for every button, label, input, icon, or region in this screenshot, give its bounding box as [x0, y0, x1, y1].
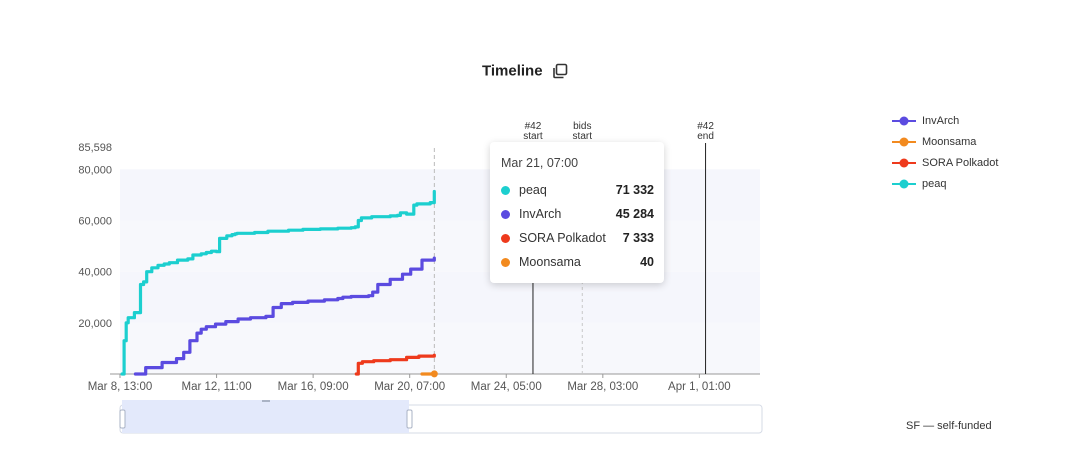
legend-label: peaq	[922, 177, 947, 190]
x-tick-label: Mar 16, 09:00	[278, 381, 349, 393]
legend-label: Moonsama	[922, 135, 977, 148]
x-tick-label: Apr 1, 01:00	[668, 381, 731, 393]
chart-title: Timeline	[481, 62, 543, 80]
legend-item-moonsama[interactable]: Moonsama	[892, 131, 998, 152]
legend-item-peaq[interactable]: peaq	[892, 173, 998, 194]
copy-icon[interactable]	[552, 63, 568, 79]
tooltip-value-moonsama: 40	[640, 255, 654, 269]
tooltip-value-invarch: 45 284	[615, 207, 654, 221]
zoom-slider-grip[interactable]	[262, 400, 270, 402]
tooltip: Mar 21, 07:00 peaq 71 332 InvArch 45 284…	[490, 142, 664, 283]
series-line-peaq	[120, 189, 436, 376]
event-marker-label: start	[523, 131, 543, 142]
legend-label: SORA Polkadot	[922, 156, 999, 169]
tooltip-row-sora: SORA Polkadot 7 333	[501, 230, 654, 246]
tooltip-date: Mar 21, 07:00	[501, 156, 579, 170]
line-marker-icon	[892, 179, 916, 188]
line-marker-icon	[892, 116, 916, 125]
grid-band-light	[120, 220, 760, 272]
y-max-label: 85,598	[78, 142, 112, 154]
footnote: SF — self-funded	[906, 420, 992, 432]
y-tick-label: 20,000	[78, 318, 112, 330]
event-marker-label: #42	[697, 121, 714, 132]
grid-band-light	[120, 322, 760, 374]
series-line-invarch	[133, 256, 436, 376]
y-tick-label: 80,000	[78, 164, 112, 176]
y-tick-label: 40,000	[78, 267, 112, 279]
series-point-moonsama	[430, 370, 438, 378]
legend-item-invarch[interactable]: InvArch	[892, 110, 998, 131]
tooltip-value-sora: 7 333	[622, 231, 654, 245]
tooltip-row-moonsama: Moonsama 40	[501, 254, 654, 270]
grid-band	[120, 169, 760, 221]
zoom-slider-left-handle[interactable]	[119, 409, 126, 429]
y-tick-label: 60,000	[78, 215, 112, 227]
tooltip-name-moonsama: Moonsama	[519, 255, 581, 269]
tooltip-name-peaq: peaq	[519, 183, 547, 197]
event-marker-label: start	[573, 131, 593, 142]
x-tick-label: Mar 24, 05:00	[471, 381, 542, 393]
tooltip-name-invarch: InvArch	[519, 207, 562, 221]
x-tick-label: Mar 8, 13:00	[88, 381, 153, 393]
line-marker-icon	[892, 158, 916, 167]
event-marker-label: end	[697, 131, 714, 142]
zoom-slider-selection	[122, 400, 409, 433]
x-tick-label: Mar 12, 11:00	[182, 381, 252, 393]
line-marker-icon	[892, 137, 916, 146]
peaq-dot	[501, 185, 510, 195]
tooltip-row-invarch: InvArch 45 284	[501, 206, 654, 222]
event-marker-label: #42	[525, 121, 542, 132]
x-tick-label: Mar 20, 07:00	[374, 381, 445, 393]
zoom-slider-right-handle[interactable]	[406, 409, 413, 429]
series-line-sora-polkadot	[354, 353, 436, 376]
legend: InvArch Moonsama SORA Polkadot peaq	[892, 110, 998, 194]
tooltip-row-peaq: peaq 71 332	[501, 182, 654, 198]
event-marker-label: bids	[573, 121, 591, 132]
invarch-dot	[501, 209, 510, 219]
tooltip-value-peaq: 71 332	[615, 183, 654, 197]
legend-label: InvArch	[922, 114, 960, 127]
moonsama-dot	[501, 257, 510, 267]
grid-band	[120, 271, 760, 323]
legend-item-sora-polkadot[interactable]: SORA Polkadot	[892, 152, 998, 173]
tooltip-name-sora: SORA Polkadot	[519, 231, 606, 245]
sora-dot	[501, 233, 510, 243]
x-tick-label: Mar 28, 03:00	[567, 381, 638, 393]
